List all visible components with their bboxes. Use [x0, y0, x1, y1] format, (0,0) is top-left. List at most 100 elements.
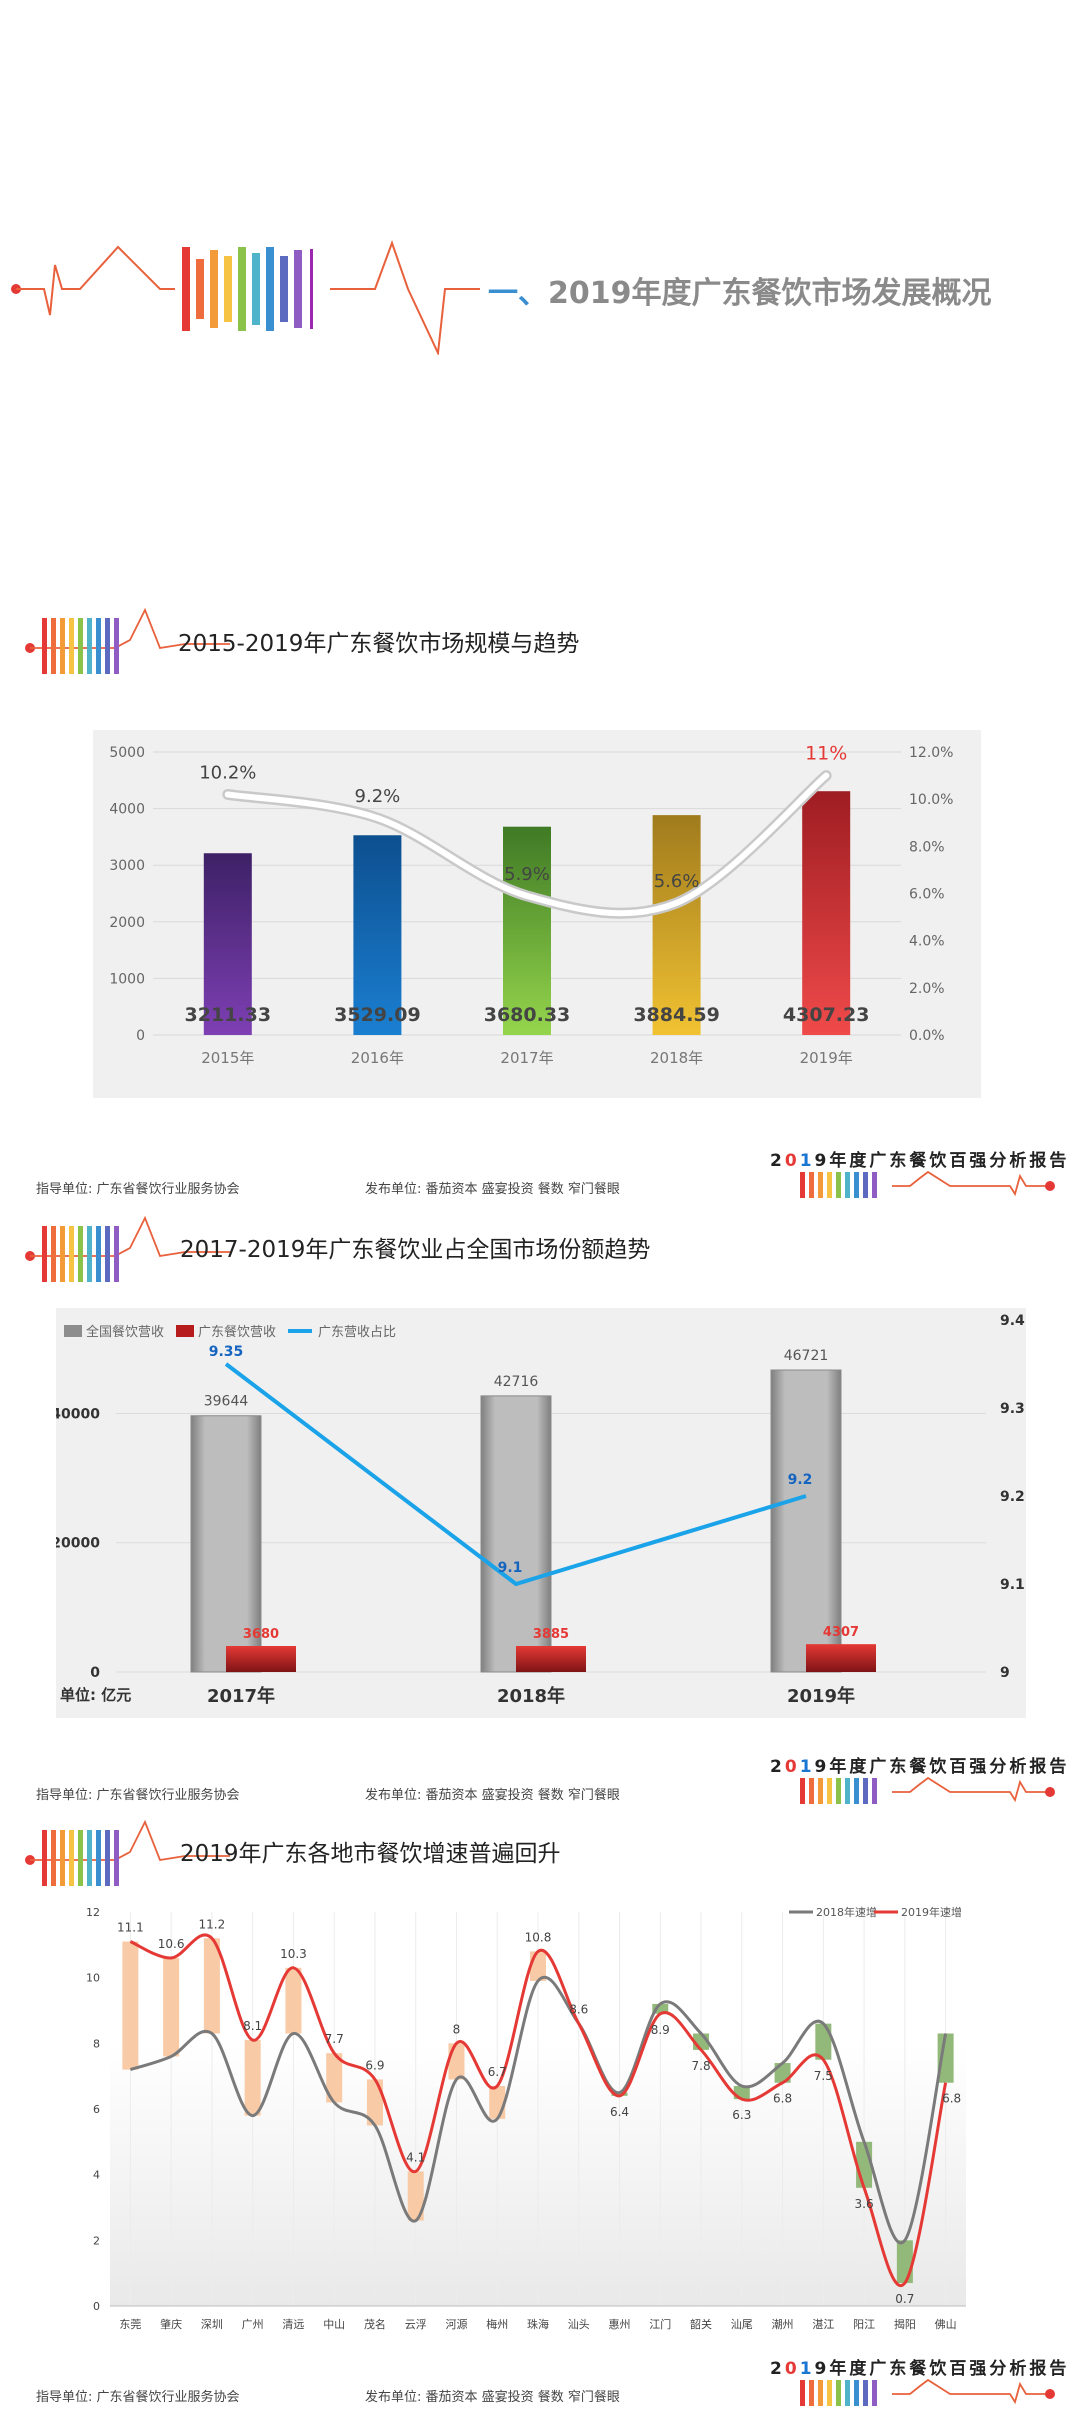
guangdong-value-label: 3885	[533, 1627, 569, 1642]
value-label-2019: 7.7	[325, 2032, 344, 2046]
line-point	[374, 815, 381, 822]
deco-bar	[809, 2380, 814, 2406]
deco-bar	[114, 1830, 119, 1886]
report-title-text: 9年度广东餐饮百强分析报告	[814, 2359, 1070, 2379]
value-label-2019: 3.6	[855, 2197, 874, 2211]
value-label-2019: 6.4	[610, 2105, 629, 2119]
guangdong-bar	[806, 1644, 876, 1672]
fall-bar	[815, 2023, 832, 2060]
line-value-label: 11%	[805, 743, 847, 765]
legend-swatch	[64, 1325, 82, 1337]
rise-bar	[448, 2043, 465, 2080]
y2-tick-label: 6.0%	[909, 887, 945, 903]
deco-bar	[78, 1830, 83, 1886]
deco-bar	[872, 1778, 877, 1804]
x-tick-label: 2019年	[787, 1685, 855, 1707]
report-digit: 1	[799, 1757, 815, 1777]
share-value-label: 9.35	[209, 1344, 244, 1360]
national-bar	[480, 1395, 552, 1673]
deco-bar	[800, 1172, 805, 1198]
deco-bar	[69, 1830, 74, 1886]
value-label-2019: 4.1	[406, 2150, 425, 2164]
national-bar	[190, 1415, 262, 1673]
rise-bar	[326, 2053, 343, 2103]
deco-bar	[827, 2380, 832, 2406]
y-tick-label: 0	[90, 1665, 100, 1681]
line-point	[524, 892, 530, 899]
x-tick-label: 2017年	[500, 1049, 553, 1067]
section2-decoration	[25, 1215, 230, 1282]
fall-bar	[937, 2033, 954, 2083]
deco-bar	[96, 1830, 101, 1886]
y2-tick-label: 8.0%	[909, 839, 945, 855]
value-label-2019: 10.8	[525, 1930, 552, 1944]
deco-bar	[69, 1226, 74, 1282]
y-tick-label: 4	[93, 2169, 100, 2182]
bar-value-label: 3211.33	[185, 1004, 272, 1026]
x-tick-label: 佛山	[935, 2318, 957, 2331]
deco-bar	[863, 2380, 868, 2406]
x-tick-label: 2016年	[351, 1049, 404, 1067]
footer3-report-title: 2019年度广东餐饮百强分析报告	[770, 2354, 1069, 2379]
header-title: 一、2019年度广东餐饮市场发展概况	[488, 268, 992, 312]
fall-bar	[611, 2092, 628, 2096]
line-2018	[129, 1976, 948, 2245]
bar	[353, 835, 402, 1035]
chart2: 0 20000 40000 9 9.1 9.2 9.3 9.4 39644 3680 2017年 42…	[56, 1313, 1025, 1707]
x-tick-label: 2018年	[650, 1049, 703, 1067]
rise-bar	[122, 1941, 139, 2070]
deco-bar	[114, 1226, 119, 1282]
x-tick-label: 中山	[323, 2318, 345, 2331]
deco-bar	[854, 2380, 859, 2406]
value-label-2019: 6.8	[773, 2092, 792, 2106]
x-tick-label: 江门	[649, 2317, 671, 2331]
legend-label: 广东餐饮营收	[198, 1324, 276, 1340]
value-label-2019: 8.6	[569, 2003, 588, 2017]
national-value-label: 46721	[784, 1348, 829, 1364]
y2-tick-label: 9	[1000, 1665, 1010, 1681]
value-label-2019: 6.9	[365, 2058, 384, 2072]
deco-bar	[863, 1172, 868, 1198]
x-tick-label: 云浮	[405, 2318, 427, 2331]
x-tick-label: 韶关	[690, 2317, 712, 2331]
x-tick-label: 2017年	[207, 1685, 275, 1707]
deco-bar	[69, 618, 74, 674]
deco-bar	[845, 1172, 850, 1198]
y-tick-label: 2	[93, 2234, 100, 2247]
x-tick-label: 汕尾	[731, 2318, 753, 2331]
deco-bar	[114, 618, 119, 674]
deco-bar	[854, 1778, 859, 1804]
national-value-label: 39644	[204, 1394, 249, 1410]
y-tick-label: 2000	[109, 915, 145, 931]
x-tick-label: 汕头	[568, 2318, 590, 2331]
x-tick-label: 揭阳	[894, 2317, 916, 2331]
rise-bar	[285, 1967, 302, 2034]
footer3-guide: 指导单位: 广东省餐饮行业服务协会	[36, 2390, 240, 2405]
value-label-2019: 11.1	[117, 1921, 144, 1935]
x-tick-label: 深圳	[201, 2318, 223, 2331]
guangdong-bar	[226, 1646, 296, 1672]
deco-bar	[818, 1172, 823, 1198]
x-tick-label: 梅州	[486, 2317, 508, 2331]
value-label-2019: 10.6	[158, 1937, 185, 1951]
deco-bar	[105, 1226, 110, 1282]
fall-bar	[896, 2240, 913, 2284]
line-value-label: 9.2%	[355, 786, 401, 807]
section2-title: 2017-2019年广东餐饮业占全国市场份额趋势	[180, 1237, 651, 1263]
line-value-label: 10.2%	[199, 762, 256, 783]
value-label-2019: 6.7	[488, 2065, 507, 2079]
footer1-guide: 指导单位: 广东省餐饮行业服务协会	[36, 1182, 240, 1197]
footer2-decoration	[800, 1776, 1055, 1804]
deco-bar	[872, 1172, 877, 1198]
line-value-label: 5.6%	[654, 871, 700, 892]
chart3: 0 2 4 6 8 10 12 东莞 肇庆 深圳 广州 清远 中山 茂名 云浮 河源 梅州 珠海 汕头 惠州 江门 韶关 汕…	[86, 1905, 966, 2331]
deco-bar	[294, 250, 302, 328]
bar-value-label: 4307.23	[783, 1004, 870, 1026]
value-label-2019: 6.8	[942, 2092, 961, 2106]
bar	[802, 791, 851, 1035]
x-tick-label: 珠海	[527, 2317, 549, 2331]
rise-bar	[203, 1938, 220, 2034]
deco-bar	[224, 256, 232, 322]
y2-tick-label: 9.1	[1000, 1577, 1025, 1593]
deco-bar	[845, 1778, 850, 1804]
